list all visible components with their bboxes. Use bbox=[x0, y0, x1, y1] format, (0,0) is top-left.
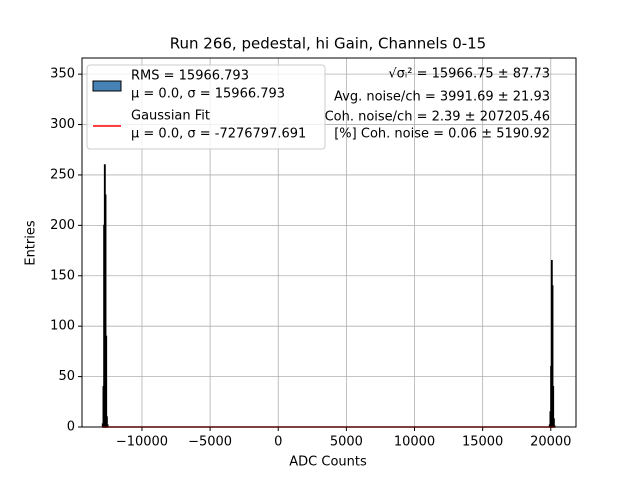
x-tick-label: 15000 bbox=[462, 435, 503, 450]
x-tick-label: −10000 bbox=[116, 435, 168, 450]
y-tick-label: 0 bbox=[67, 420, 75, 435]
legend-label: μ = 0.0, σ = -7276797.691 bbox=[131, 127, 306, 142]
y-axis-label: Entries bbox=[24, 220, 39, 266]
y-tick-label: 100 bbox=[50, 319, 75, 334]
x-tick-label: 10000 bbox=[394, 435, 435, 450]
legend-label: RMS = 15966.793 bbox=[131, 69, 249, 84]
annotation: √σᵢ² = 15966.75 ± 87.73 bbox=[388, 67, 550, 82]
legend-swatch bbox=[92, 80, 122, 92]
x-tick-label: −5000 bbox=[188, 435, 232, 450]
chart-title: Run 266, pedestal, hi Gain, Channels 0-1… bbox=[170, 35, 486, 53]
y-tick-label: 150 bbox=[50, 268, 75, 283]
x-axis-label: ADC Counts bbox=[289, 455, 367, 470]
plot-frame bbox=[81, 57, 577, 428]
y-tick-label: 50 bbox=[58, 369, 75, 384]
legend-label: Gaussian Fit bbox=[131, 109, 210, 124]
histogram-bar bbox=[105, 335, 108, 428]
annotation: Avg. noise/ch = 3991.69 ± 21.93 bbox=[334, 90, 550, 105]
y-tick-label: 350 bbox=[50, 67, 75, 82]
annotation: Coh. noise/ch = 2.39 ± 207205.46 bbox=[325, 110, 550, 125]
y-tick-label: 200 bbox=[50, 218, 75, 233]
legend-box bbox=[86, 64, 326, 150]
y-tick-label: 300 bbox=[50, 117, 75, 132]
y-tick-label: 250 bbox=[50, 167, 75, 182]
x-tick-label: 5000 bbox=[330, 435, 363, 450]
x-tick-label: 20000 bbox=[530, 435, 571, 450]
x-tick-label: 0 bbox=[274, 435, 282, 450]
legend-label: μ = 0.0, σ = 15966.793 bbox=[131, 87, 285, 102]
annotation: [%] Coh. noise = 0.06 ± 5190.92 bbox=[334, 127, 550, 142]
